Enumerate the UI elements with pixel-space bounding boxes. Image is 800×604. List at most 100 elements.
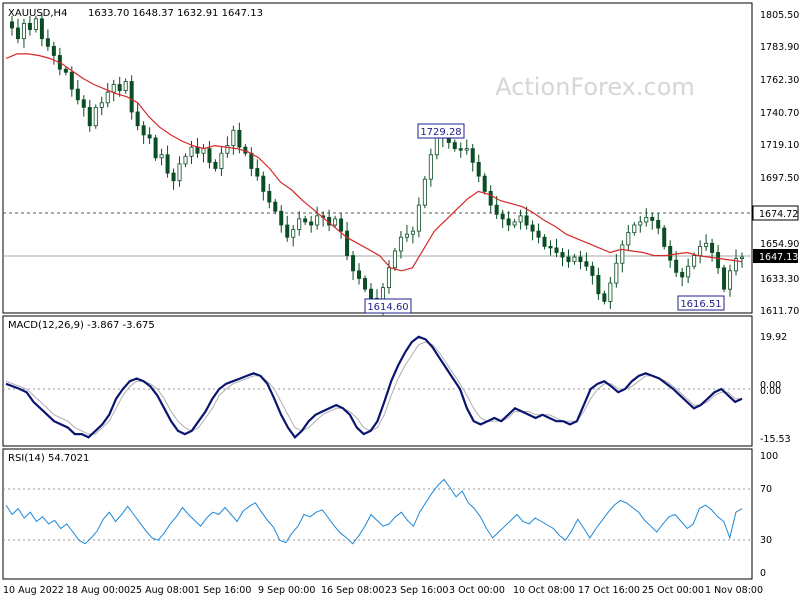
candle-body [386, 267, 391, 289]
time-tick: 1 Sep 16:00 [194, 585, 251, 596]
macd-panel-frame [2, 315, 753, 447]
price-tick: 1783.90 [760, 42, 799, 53]
candle-body [626, 232, 631, 246]
candle-body [668, 245, 673, 261]
candle-body [398, 236, 403, 252]
annotation-low-1-label: 1614.60 [367, 302, 408, 313]
candle-body [476, 161, 481, 177]
time-tick: 1 Nov 08:00 [705, 585, 763, 596]
candle-body [297, 218, 302, 230]
candle-body [470, 148, 475, 163]
candle-body [656, 220, 661, 229]
candle-body [602, 293, 607, 302]
candle-body [596, 275, 601, 295]
candle-body [207, 148, 212, 163]
candle-body [333, 218, 338, 226]
macd-header: MACD(12,26,9) -3.867 -3.675 [8, 320, 155, 331]
candle-body [416, 204, 421, 232]
annotation-high-box [417, 123, 465, 139]
candle-body [680, 271, 685, 278]
price-tick: 1633.30 [760, 274, 799, 285]
current-price-box [753, 249, 798, 263]
candle-body [584, 261, 589, 267]
candle-body [189, 146, 194, 157]
candle-body [159, 154, 164, 159]
candle-body [464, 148, 469, 151]
candle-body [99, 102, 104, 108]
candle-body [141, 125, 146, 136]
candle-body [608, 282, 613, 302]
watermark: ActionForex.com [495, 73, 695, 101]
candle-body [422, 178, 427, 206]
price-tick: 1611.70 [760, 306, 799, 317]
rsi-panel-frame [2, 448, 753, 580]
candle-body [650, 216, 655, 221]
macd-signal-line [5, 341, 742, 435]
candle-body [536, 230, 541, 238]
candle-body [87, 107, 92, 127]
moving-average-line [5, 53, 743, 272]
candle-body [303, 218, 308, 223]
candle-body [446, 137, 451, 143]
candle-body [644, 216, 649, 223]
candle-body [632, 224, 637, 234]
candle-body [291, 229, 296, 238]
candle-body [171, 172, 176, 182]
candle-body [404, 233, 409, 238]
candle-body [135, 111, 140, 127]
resistance-price-label: 1674.72 [759, 209, 798, 220]
candle-body [482, 175, 487, 192]
price-tick: 1805.50 [760, 10, 799, 21]
candle-body [351, 255, 356, 272]
candle-body [554, 247, 559, 253]
current-price-label: 1647.13 [759, 252, 798, 263]
time-tick: 10 Aug 2022 [3, 585, 64, 596]
candle-body [410, 230, 415, 235]
time-tick: 17 Oct 16:00 [578, 585, 640, 596]
candle-body [117, 84, 122, 92]
candle-body [662, 227, 667, 247]
candle-body [512, 221, 517, 226]
time-tick: 25 Aug 08:00 [130, 585, 194, 596]
macd-tick: 0.00 [760, 380, 781, 391]
time-tick: 23 Sep 16:00 [385, 585, 448, 596]
candle-body [548, 245, 553, 249]
candle-body [225, 145, 230, 154]
candle-body [51, 45, 56, 56]
candle-body [183, 155, 188, 165]
candle-body [105, 91, 110, 104]
annotation-high-label: 1729.28 [420, 127, 461, 138]
candle-body [21, 23, 26, 40]
candle-body [518, 215, 523, 223]
candle-body [560, 252, 565, 258]
candle-body [686, 265, 691, 278]
candle-body [129, 81, 134, 113]
candle-body [339, 218, 344, 232]
candle-body [716, 252, 721, 269]
candle-body [428, 154, 433, 180]
candle-body [93, 107, 98, 127]
time-tick: 10 Oct 08:00 [513, 585, 575, 596]
candle-body [614, 262, 619, 284]
candle-body [285, 224, 290, 238]
candle-body [728, 270, 733, 290]
candle-body [734, 258, 739, 272]
candle-body [542, 236, 547, 247]
candle-body [704, 242, 709, 247]
candle-body [363, 278, 368, 290]
candle-body [578, 256, 583, 263]
candle-body [590, 265, 595, 276]
candle-body [177, 163, 182, 182]
candle-body [357, 270, 362, 279]
price-axis: 1805.50 1783.90 1762.30 1740.70 1719.10 … [752, 10, 799, 317]
rsi-tick: 30 [760, 535, 772, 546]
candle-body [309, 221, 314, 226]
candle-body [123, 81, 128, 92]
candle-body [500, 213, 505, 220]
candle-body [81, 99, 86, 108]
price-panel: XAUUSD,H4 1633.70 1648.37 1632.91 1647.1… [2, 2, 799, 317]
candle-body [620, 244, 625, 264]
time-tick: 18 Aug 00:00 [66, 585, 130, 596]
time-axis: 10 Aug 2022 18 Aug 00:00 25 Aug 08:00 1 … [3, 585, 763, 596]
time-tick: 9 Sep 00:00 [258, 585, 315, 596]
